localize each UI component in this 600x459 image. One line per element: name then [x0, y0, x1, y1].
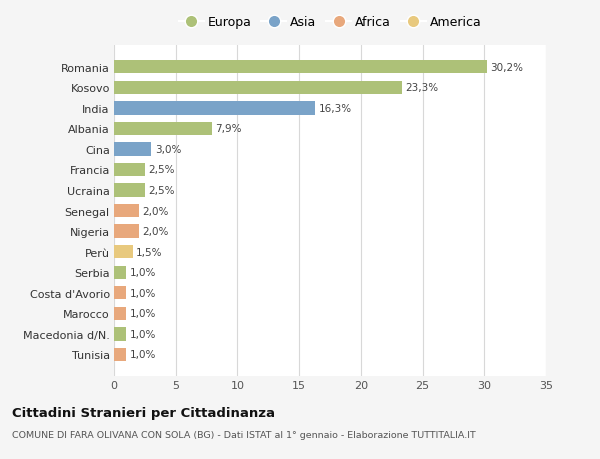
- Bar: [114, 246, 133, 259]
- Bar: [114, 348, 127, 361]
- Text: 7,9%: 7,9%: [215, 124, 242, 134]
- Text: 1,5%: 1,5%: [136, 247, 163, 257]
- Bar: [114, 266, 127, 280]
- Bar: [114, 102, 315, 115]
- Bar: [114, 123, 212, 136]
- Bar: [114, 81, 401, 95]
- Bar: [114, 184, 145, 197]
- Text: 1,0%: 1,0%: [130, 350, 157, 360]
- Text: 16,3%: 16,3%: [319, 104, 352, 113]
- Bar: [114, 328, 127, 341]
- Bar: [114, 143, 151, 156]
- Bar: [114, 286, 127, 300]
- Text: 2,0%: 2,0%: [142, 206, 169, 216]
- Text: 1,0%: 1,0%: [130, 268, 157, 278]
- Text: 2,0%: 2,0%: [142, 227, 169, 237]
- Text: 2,5%: 2,5%: [149, 165, 175, 175]
- Bar: [114, 225, 139, 238]
- Legend: Europa, Asia, Africa, America: Europa, Asia, Africa, America: [175, 12, 485, 33]
- Text: 1,0%: 1,0%: [130, 329, 157, 339]
- Bar: [114, 163, 145, 177]
- Bar: [114, 61, 487, 74]
- Text: 3,0%: 3,0%: [155, 145, 181, 155]
- Bar: [114, 204, 139, 218]
- Text: 1,0%: 1,0%: [130, 288, 157, 298]
- Bar: [114, 307, 127, 320]
- Text: 1,0%: 1,0%: [130, 309, 157, 319]
- Text: 30,2%: 30,2%: [490, 62, 523, 73]
- Text: 23,3%: 23,3%: [405, 83, 439, 93]
- Text: COMUNE DI FARA OLIVANA CON SOLA (BG) - Dati ISTAT al 1° gennaio - Elaborazione T: COMUNE DI FARA OLIVANA CON SOLA (BG) - D…: [12, 431, 476, 440]
- Text: Cittadini Stranieri per Cittadinanza: Cittadini Stranieri per Cittadinanza: [12, 406, 275, 419]
- Text: 2,5%: 2,5%: [149, 185, 175, 196]
